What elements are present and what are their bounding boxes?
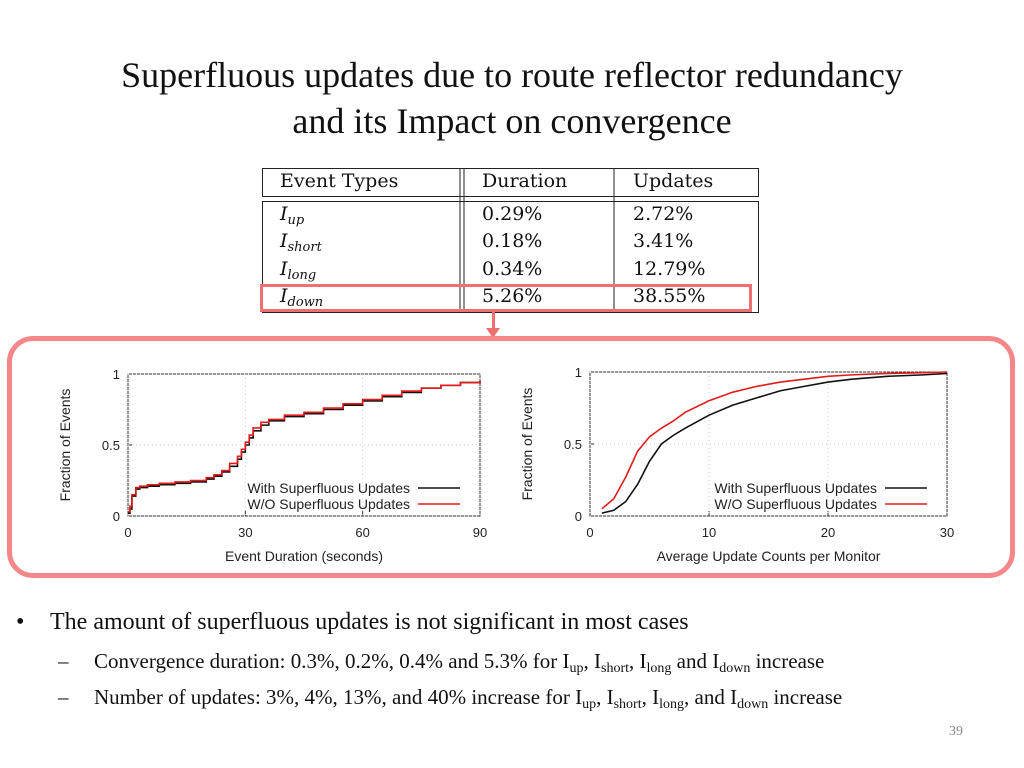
x-axis-label: Event Duration (seconds) xyxy=(225,548,383,564)
x-axis-label: Average Update Counts per Monitor xyxy=(657,548,881,564)
updates-cell: 3.41% xyxy=(633,230,694,252)
x-tick-label: 30 xyxy=(940,525,954,540)
x-tick-label: 20 xyxy=(821,525,835,540)
duration-cdf-chart: 0 0.5 1 0 30 60 90 Event Duration (seconds) Frac… xyxy=(57,367,487,564)
legend-label: W/O Superfluous Updates xyxy=(714,496,877,512)
header-updates: Updates xyxy=(633,170,714,192)
arrow-down-icon xyxy=(486,328,500,338)
duration-cell: 0.34% xyxy=(482,258,543,280)
table-row: Iup 0.29% 2.72% xyxy=(262,201,759,228)
duration-cell: 0.29% xyxy=(482,203,543,225)
table-grid xyxy=(262,168,759,313)
x-tick-label: 90 xyxy=(473,525,487,540)
y-tick-label: 0.5 xyxy=(102,438,120,453)
y-tick-label: 0.5 xyxy=(564,437,582,452)
updates-cell: 2.72% xyxy=(633,203,694,225)
page-number: 39 xyxy=(949,724,963,739)
duration-cell: 5.26% xyxy=(482,285,543,307)
event-type-cell: Iup xyxy=(280,203,305,228)
slide-title-line2: and its Impact on convergence xyxy=(292,101,732,141)
y-axis-label: Fraction of Events xyxy=(519,388,535,501)
bullet-sub-updates-text: Number of updates: 3%, 4%, 13%, and 40% … xyxy=(94,685,843,712)
x-tick-label: 0 xyxy=(124,525,131,540)
table-row: Ilong 0.34% 12.79% xyxy=(262,256,759,283)
slide-title-line1: Superfluous updates due to route reflect… xyxy=(121,55,903,95)
y-tick-label: 1 xyxy=(575,365,582,380)
bullet-dash: – xyxy=(58,649,69,673)
series-line-2 xyxy=(601,371,948,510)
connector-line xyxy=(492,312,495,330)
legend-label: W/O Superfluous Updates xyxy=(247,496,410,512)
event-type-cell: Ilong xyxy=(280,258,317,283)
x-tick-label: 30 xyxy=(238,525,252,540)
bullet-dash: – xyxy=(58,685,69,709)
table-header-row: Event Types Duration Updates xyxy=(262,168,759,195)
y-tick-label: 1 xyxy=(113,367,120,382)
x-tick-label: 10 xyxy=(702,525,716,540)
bullet-main-text: The amount of superfluous updates is not… xyxy=(50,609,689,635)
table-row: Ishort 0.18% 3.41% xyxy=(262,228,759,255)
duration-cell: 0.18% xyxy=(482,230,543,252)
event-type-cell: Ishort xyxy=(280,230,322,255)
legend-label: With Superfluous Updates xyxy=(247,480,410,496)
updates-cell: 38.55% xyxy=(633,285,706,307)
y-axis-label: Fraction of Events xyxy=(57,389,73,502)
bullet-sub-duration-text: Convergence duration: 0.3%, 0.2%, 0.4% a… xyxy=(94,649,825,676)
x-tick-label: 0 xyxy=(586,525,593,540)
legend-label: With Superfluous Updates xyxy=(714,480,877,496)
event-type-cell: Idown xyxy=(280,285,324,310)
updates-cell: 12.79% xyxy=(633,258,706,280)
charts-panel xyxy=(7,336,1015,578)
y-tick-label: 0 xyxy=(575,509,582,524)
table-row: Idown 5.26% 38.55% xyxy=(262,283,759,310)
bullet-dot: • xyxy=(16,609,25,635)
header-event-types: Event Types xyxy=(280,170,399,192)
y-tick-label: 0 xyxy=(113,509,120,524)
series-line-2 xyxy=(128,381,481,513)
series-line-1 xyxy=(601,372,948,514)
header-duration: Duration xyxy=(482,170,568,192)
x-tick-label: 60 xyxy=(355,525,369,540)
highlight-box xyxy=(260,284,752,312)
